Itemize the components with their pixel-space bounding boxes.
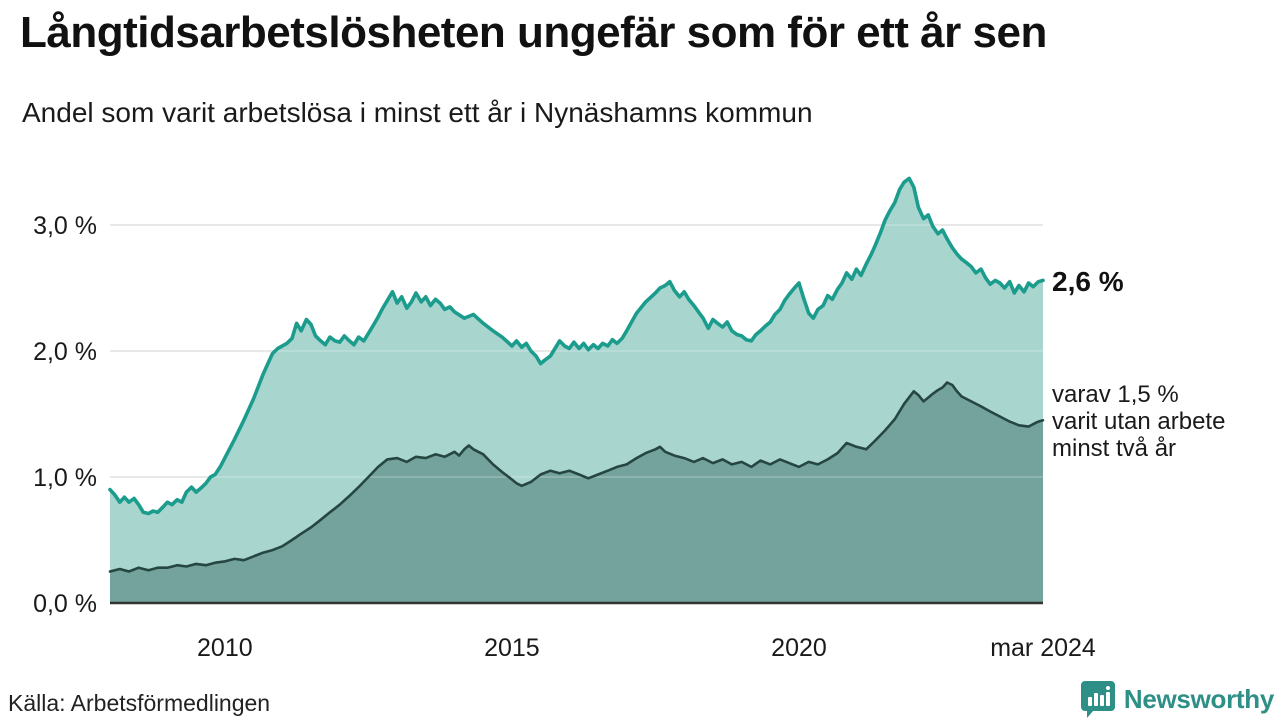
x-tick-label: 2010 [197,634,253,662]
source-credit: Källa: Arbetsförmedlingen [8,690,271,716]
chart-subtitle: Andel som varit arbetslösa i minst ett å… [22,97,813,128]
line-two-years [108,381,1045,573]
x-tick-label: 2020 [771,634,827,662]
latest-value-label: 2,6 % [1052,266,1124,297]
newsworthy-logo: Newsworthy [1080,680,1274,718]
y-tick-label: 2,0 % [33,338,97,366]
page-title: Långtidsarbetslösheten ungefär som för e… [20,8,1047,57]
y-tick-label: 0,0 % [33,590,97,618]
x-tick-label: mar 2024 [990,634,1096,662]
x-tick-label: 2015 [484,634,540,662]
newsworthy-bubble-icon [1080,681,1115,718]
newsworthy-wordmark: Newsworthy [1123,683,1274,714]
two-year-annotation: varav 1,5 % varit utan arbete minst två … [1052,381,1226,462]
y-tick-label: 1,0 % [33,464,97,492]
area-two-years [110,382,1043,603]
y-tick-label: 3,0 % [33,212,97,240]
line-one-year [108,176,1045,516]
